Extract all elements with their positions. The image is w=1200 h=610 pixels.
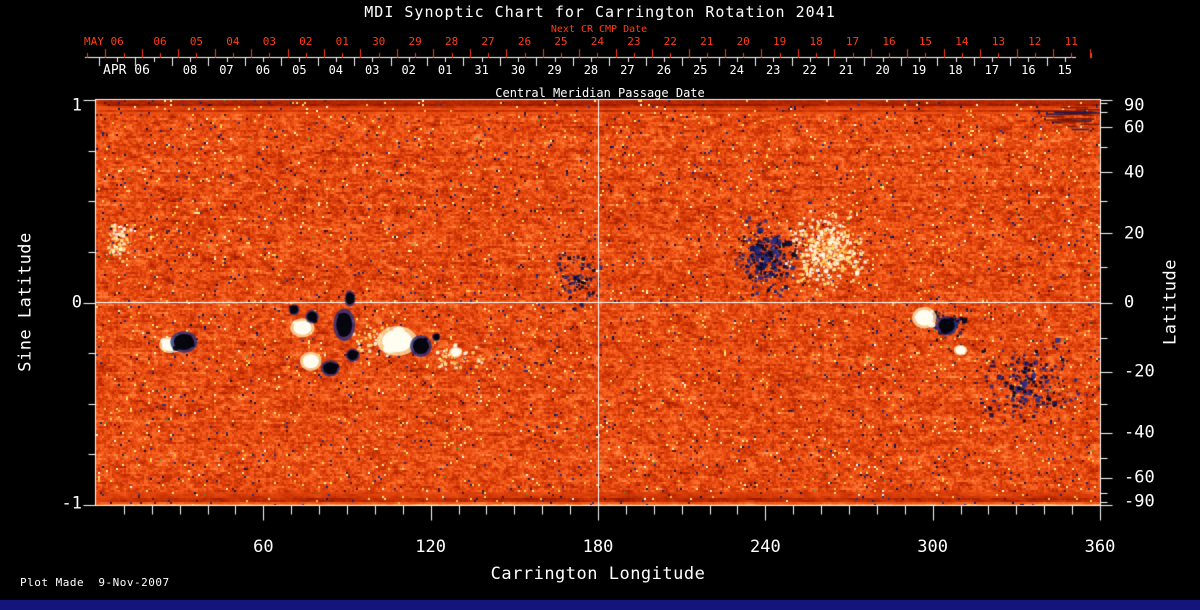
cmp-day-label: 29 — [547, 63, 562, 77]
bottom-axis-tick-label: 120 — [415, 537, 447, 557]
cmp-day-label: 03 — [365, 63, 380, 77]
next-cr-day-label: 06 — [153, 35, 167, 48]
cmp-day-label: 01 — [437, 63, 453, 77]
bottom-color-bar — [0, 600, 1200, 610]
next-cr-day-label: 29 — [408, 35, 422, 48]
next-cr-day-label: 23 — [627, 35, 641, 48]
next-cr-day-label: 22 — [663, 35, 677, 48]
bottom-axis-tick-label: 360 — [1084, 537, 1116, 557]
cmp-day-label: 25 — [693, 63, 708, 77]
next-cr-month-label: MAY 06 — [84, 35, 124, 48]
next-cr-day-label: 15 — [918, 35, 933, 48]
cmp-day-label: 19 — [911, 63, 927, 77]
cmp-day-label: 15 — [1057, 63, 1073, 77]
bottom-axis-tick-label: 180 — [582, 537, 614, 557]
next-cr-day-label: 30 — [372, 35, 386, 48]
next-cr-day-label: 11 — [1064, 35, 1078, 48]
next-cr-day-label: 12 — [1028, 35, 1042, 48]
right-axis-title: Latitude — [1160, 259, 1181, 345]
cmp-day-label: 16 — [1021, 63, 1036, 77]
cmp-day-label: 04 — [328, 63, 344, 77]
bottom-axis-title: Carrington Longitude — [490, 564, 706, 584]
next-cr-day-label: 03 — [262, 35, 276, 48]
right-axis-tick-label: 20 — [1124, 223, 1145, 244]
next-cr-day-label: 14 — [955, 35, 969, 48]
cmp-axis-title: Central Meridian Passage Date — [495, 86, 705, 100]
next-cr-day-label: 24 — [590, 35, 605, 48]
cmp-day-label: 28 — [583, 63, 599, 77]
right-axis-tick-label: -40 — [1124, 422, 1155, 443]
right-axis-tick-label: 40 — [1124, 162, 1145, 183]
next-cr-day-label: 04 — [226, 35, 240, 48]
next-cr-day-label: 21 — [700, 35, 714, 48]
next-cr-day-label: 28 — [444, 35, 459, 48]
next-cr-day-label: 20 — [736, 35, 750, 48]
next-cr-day-label: 27 — [481, 35, 495, 48]
cmp-day-label: 31 — [474, 63, 489, 77]
cmp-day-label: 23 — [765, 63, 781, 77]
next-cr-day-label: 19 — [773, 35, 787, 48]
right-axis-tick-label: -60 — [1124, 467, 1155, 488]
next-cr-day-label: 18 — [809, 35, 823, 48]
right-axis-tick-label: -90 — [1124, 491, 1155, 512]
cmp-day-label: 21 — [838, 63, 854, 77]
left-axis-title: Sine Latitude — [15, 232, 36, 372]
left-axis-tick-label: -1 — [61, 493, 82, 514]
next-cr-day-label: 01 — [335, 35, 349, 48]
cmp-day-label: 27 — [620, 63, 635, 77]
next-cr-day-label: 16 — [882, 35, 896, 48]
cmp-day-label: 17 — [984, 63, 1000, 77]
next-cr-day-label: 05 — [189, 35, 204, 48]
right-axis-tick-label: -20 — [1124, 361, 1155, 382]
next-cr-day-label: 13 — [991, 35, 1005, 48]
left-axis-tick-label: 1 — [71, 95, 82, 116]
cmp-day-label: 07 — [219, 63, 234, 77]
next-cr-day-label: 26 — [517, 35, 532, 48]
cmp-day-label: 08 — [182, 63, 198, 77]
chart-title: MDI Synoptic Chart for Carrington Rotati… — [364, 3, 836, 21]
cmp-day-label: 24 — [729, 63, 744, 77]
cmp-day-label: 22 — [802, 63, 817, 77]
plot-made-caption: Plot Made 9-Nov-2007 — [20, 576, 170, 589]
next-cr-day-label: 17 — [845, 35, 860, 48]
left-axis-tick-label: 0 — [71, 292, 82, 313]
cmp-month-label: APR 06 — [103, 63, 150, 78]
next-cr-axis-title: Next CR CMP Date — [550, 24, 648, 35]
cmp-day-label: 05 — [292, 63, 307, 77]
next-cr-day-label: 25 — [554, 35, 568, 48]
cmp-day-label: 20 — [875, 63, 890, 77]
next-cr-day-label: 02 — [299, 35, 313, 48]
right-axis-tick-label: 60 — [1124, 117, 1145, 138]
bottom-axis-tick-label: 240 — [749, 537, 781, 557]
bottom-axis-tick-label: 60 — [253, 537, 274, 557]
cmp-day-label: 06 — [255, 63, 271, 77]
right-axis-tick-label: 90 — [1124, 95, 1145, 116]
cmp-day-label: 02 — [401, 63, 416, 77]
cmp-day-label: 26 — [656, 63, 672, 77]
right-axis-tick-label: 0 — [1124, 292, 1135, 313]
cmp-day-label: 30 — [510, 63, 526, 77]
cmp-day-label: 18 — [948, 63, 963, 77]
bottom-axis-tick-label: 300 — [917, 537, 949, 557]
